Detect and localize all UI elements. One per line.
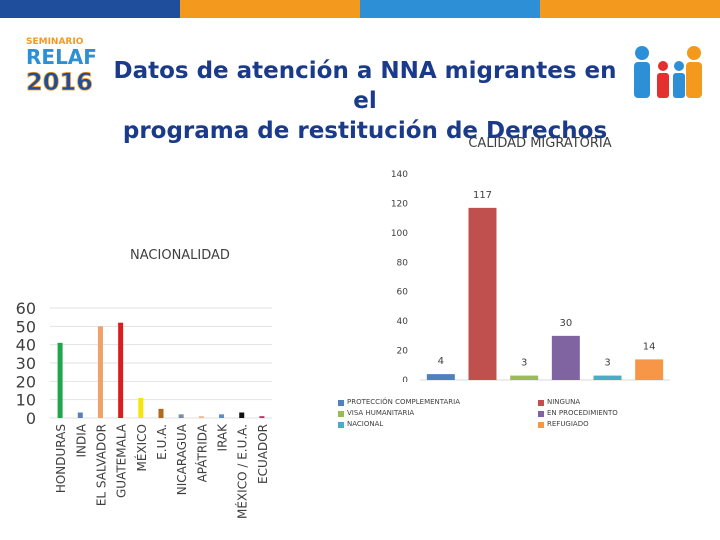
top-bar-segment: [180, 0, 360, 18]
bar: [178, 414, 184, 418]
calidad-migratoria-chart: 0 20 40 60 80 100 120 140 4 117 3 30 3 14: [391, 170, 670, 382]
legend-label: PROTECCIÓN COMPLEMENTARIA: [347, 398, 461, 406]
y-tick-label: 120: [391, 199, 408, 209]
slide-title-line1: Datos de atención a NNA migrantes en el: [113, 58, 617, 114]
data-label: 117: [473, 190, 492, 201]
y-tick-label: 50: [16, 317, 36, 336]
top-bar-segment: [540, 0, 720, 18]
data-label: 4: [438, 356, 444, 367]
bar: [118, 322, 124, 418]
legend-label: NINGUNA: [547, 398, 581, 406]
bar: [468, 207, 497, 380]
x-tick-label: IRAK: [216, 423, 230, 452]
y-tick-label: 40: [397, 317, 409, 327]
y-tick-label: 140: [391, 170, 408, 180]
chart-title-nacionalidad: NACIONALIDAD: [130, 248, 230, 263]
logo-line1: SEMINARIO: [26, 37, 84, 47]
data-label: 14: [643, 341, 656, 352]
legend-label: VISA HUMANITARIA: [347, 409, 415, 417]
bar: [426, 374, 455, 380]
legend-item: PROTECCIÓN COMPLEMENTARIA: [338, 397, 538, 408]
y-tick-label: 60: [397, 288, 409, 298]
x-tick-label: MÉXICO / E.U.A.: [235, 424, 250, 519]
data-label: 3: [521, 358, 527, 369]
data-label: 3: [604, 358, 610, 369]
data-label: 30: [559, 318, 572, 329]
bar: [551, 335, 580, 380]
y-tick-label: 20: [16, 372, 36, 391]
legend-swatch: [538, 421, 544, 428]
legend-swatch: [338, 410, 344, 417]
bar: [97, 326, 103, 418]
calidad-legend: PROTECCIÓN COMPLEMENTARIA VISA HUMANITARI…: [338, 397, 718, 430]
x-tick-label: APÁTRIDA: [194, 423, 209, 482]
y-tick-label: 0: [402, 376, 408, 382]
y-tick-label: 10: [16, 391, 36, 410]
top-color-bar: [0, 0, 720, 18]
top-bar-segment: [0, 0, 180, 18]
legend-item: NACIONAL: [338, 419, 538, 430]
legend-swatch: [338, 399, 344, 406]
chart-title-calidad: CALIDAD MIGRATORIA: [468, 136, 612, 151]
bar: [239, 412, 245, 418]
bar: [219, 414, 225, 418]
bar: [635, 359, 664, 380]
bar: [198, 416, 204, 418]
legend-swatch: [338, 421, 344, 428]
logo-line2: RELAF: [26, 45, 97, 69]
bar: [77, 412, 83, 418]
bar: [57, 342, 63, 418]
relaf-logo: SEMINARIO RELAF 2016: [20, 30, 100, 102]
x-tick-label: GUATEMALA: [115, 423, 129, 498]
slide-title: Datos de atención a NNA migrantes en el …: [110, 56, 620, 146]
bar: [593, 375, 622, 380]
legend-label: NACIONAL: [347, 420, 384, 428]
y-tick-label: 0: [26, 409, 36, 428]
legend-label: EN PROCEDIMIENTO: [547, 409, 618, 417]
family-icon: [632, 44, 704, 100]
legend-swatch: [538, 399, 544, 406]
bar: [158, 408, 164, 418]
logo-line3: 2016: [26, 68, 93, 96]
legend-item: NINGUNA: [538, 397, 618, 408]
x-tick-label: EL SALVADOR: [94, 424, 108, 506]
x-tick-label: ECUADOR: [256, 424, 270, 484]
y-tick-label: 40: [16, 336, 36, 355]
x-tick-label: E.U.A.: [155, 424, 169, 460]
x-tick-label: INDIA: [74, 423, 88, 457]
x-tick-label: MÉXICO: [134, 424, 149, 472]
legend-label: REFUGIADO: [547, 420, 589, 428]
y-tick-label: 30: [16, 354, 36, 373]
bar: [510, 375, 539, 380]
legend-swatch: [538, 410, 544, 417]
y-tick-label: 100: [391, 229, 408, 239]
x-tick-label: HONDURAS: [54, 424, 68, 493]
bar: [138, 397, 144, 418]
legend-item: VISA HUMANITARIA: [338, 408, 538, 419]
top-bar-segment: [360, 0, 540, 18]
legend-item: EN PROCEDIMIENTO: [538, 408, 618, 419]
y-tick-label: 20: [397, 347, 409, 357]
x-tick-label: NICARAGUA: [175, 423, 189, 495]
y-tick-label: 60: [16, 299, 36, 318]
bar: [259, 416, 265, 418]
y-tick-label: 80: [397, 258, 409, 268]
slide-title-line2: programa de restitución de Derechos: [122, 118, 608, 144]
legend-item: REFUGIADO: [538, 419, 618, 430]
